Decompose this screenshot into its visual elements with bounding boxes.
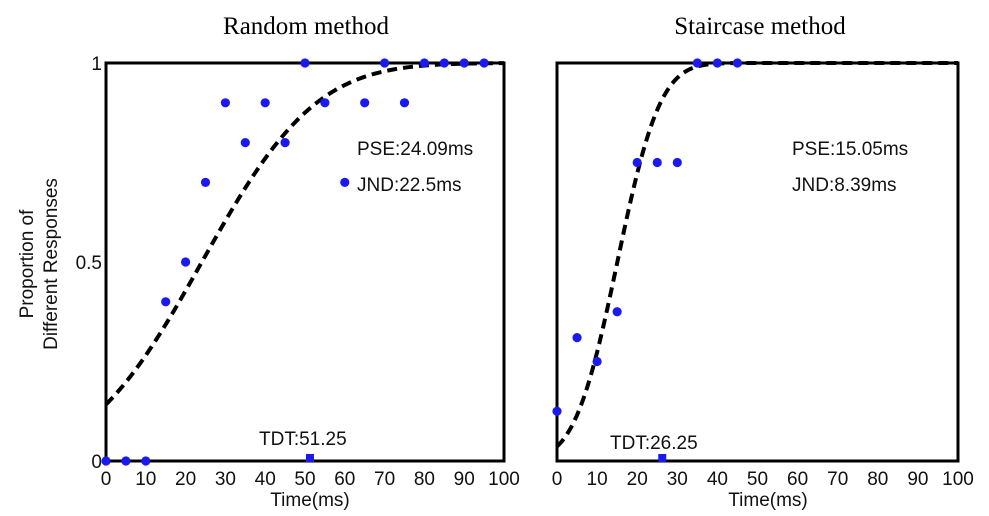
data-point-random [320,98,330,108]
data-point-random [419,58,429,68]
x-tick-label-random: 50 [294,469,315,490]
x-tick-label-random: 20 [175,469,196,490]
data-point-random [479,58,489,68]
x-tick-label-random: 0 [101,469,112,490]
chart-title-random: Random method [223,13,389,40]
x-tick-label-random: 100 [488,469,520,490]
data-point-random [459,58,469,68]
data-point-random [101,456,111,466]
data-point-random [360,98,370,108]
data-points-staircase [552,58,743,416]
x-ticks-random: 0 10 20 30 40 50 60 70 80 90 100 [101,469,520,490]
data-point-random [200,177,211,187]
data-point-staircase [692,58,702,68]
data-point-random [181,257,191,267]
x-tick-label-random: 70 [374,469,395,490]
x-tick-label-random: 30 [215,469,236,490]
data-point-random [220,98,230,108]
x-tick-label-random: 10 [135,469,156,490]
data-point-random [300,58,310,68]
data-point-staircase [732,58,743,68]
data-point-random [439,58,449,68]
y-tick-label-random: 0 [91,452,102,473]
x-axis-label-staircase: Time(ms) [728,490,808,511]
tdt-marker-random [305,454,314,462]
data-point-random [141,456,151,466]
x-tick-label-staircase: 40 [707,469,728,490]
data-point-staircase [652,157,662,168]
x-tick-label-staircase: 10 [587,469,608,490]
x-tick-label-random: 80 [414,469,435,490]
data-point-staircase [712,58,723,68]
plot-frame-random [104,61,506,463]
x-tick-label-staircase: 20 [627,469,648,490]
y-tick-label-random: 0.5 [76,253,102,274]
x-tick-label-staircase: 100 [942,469,974,490]
y-axis-label-line-1: Proportion of [17,209,38,319]
x-tick-label-staircase: 80 [867,469,888,490]
pse-annotation-random: PSE:24.09ms [357,139,473,160]
data-point-random [260,98,270,108]
jnd-annotation-random: JND:22.5ms [357,175,462,196]
x-tick-label-staircase: 60 [787,469,808,490]
x-tick-label-random: 90 [454,469,475,490]
x-tick-label-random: 60 [334,469,355,490]
data-point-random [280,138,290,148]
data-point-random [340,177,350,187]
x-tick-label-staircase: 90 [907,469,928,490]
x-tick-label-staircase: 50 [747,469,768,490]
tdt-annotation-random: TDT:51.25 [259,429,347,450]
tdt-marker-staircase [658,454,667,462]
data-point-random [161,297,171,307]
data-point-random [121,456,131,466]
chart-title-staircase: Staircase method [674,13,846,40]
x-tick-label-random: 40 [255,469,276,490]
data-points-random [101,58,489,466]
x-ticks-staircase: 0 10 20 30 40 50 60 70 80 90 100 [552,469,974,490]
data-point-random [399,98,410,108]
fit-curve-staircase [555,61,958,448]
data-point-staircase [552,406,562,416]
jnd-annotation-staircase: JND:8.39ms [792,175,897,196]
pse-annotation-staircase: PSE:15.05ms [792,139,908,160]
data-point-random [240,138,250,148]
y-ticks-random: 00.51 [76,54,102,473]
data-point-random [380,58,390,68]
tdt-annotation-staircase: TDT:26.25 [610,433,698,454]
data-point-staircase [632,157,642,168]
chart-panel-staircase: Staircase method 0 10 20 30 40 50 60 70 80 90 100 … [552,13,974,511]
chart-panel-random: Random method 00.51 0 10 20 30 40 50 60 70 80 90 1… [76,13,520,511]
x-axis-label-random: Time(ms) [270,490,350,511]
data-point-staircase [672,157,682,168]
y-axis-label-line-2: Different Responses [41,178,62,350]
x-tick-label-staircase: 0 [552,469,563,490]
data-point-staircase [572,333,582,343]
data-point-staircase [612,307,622,317]
y-axis-label: Proportion of Different Responses [17,178,62,350]
fit-curve-random [104,61,505,406]
x-tick-label-staircase: 30 [667,469,688,490]
data-point-staircase [592,356,602,367]
x-tick-label-staircase: 70 [827,469,848,490]
y-tick-label-random: 1 [91,54,102,75]
plot-frame-staircase [555,61,960,463]
